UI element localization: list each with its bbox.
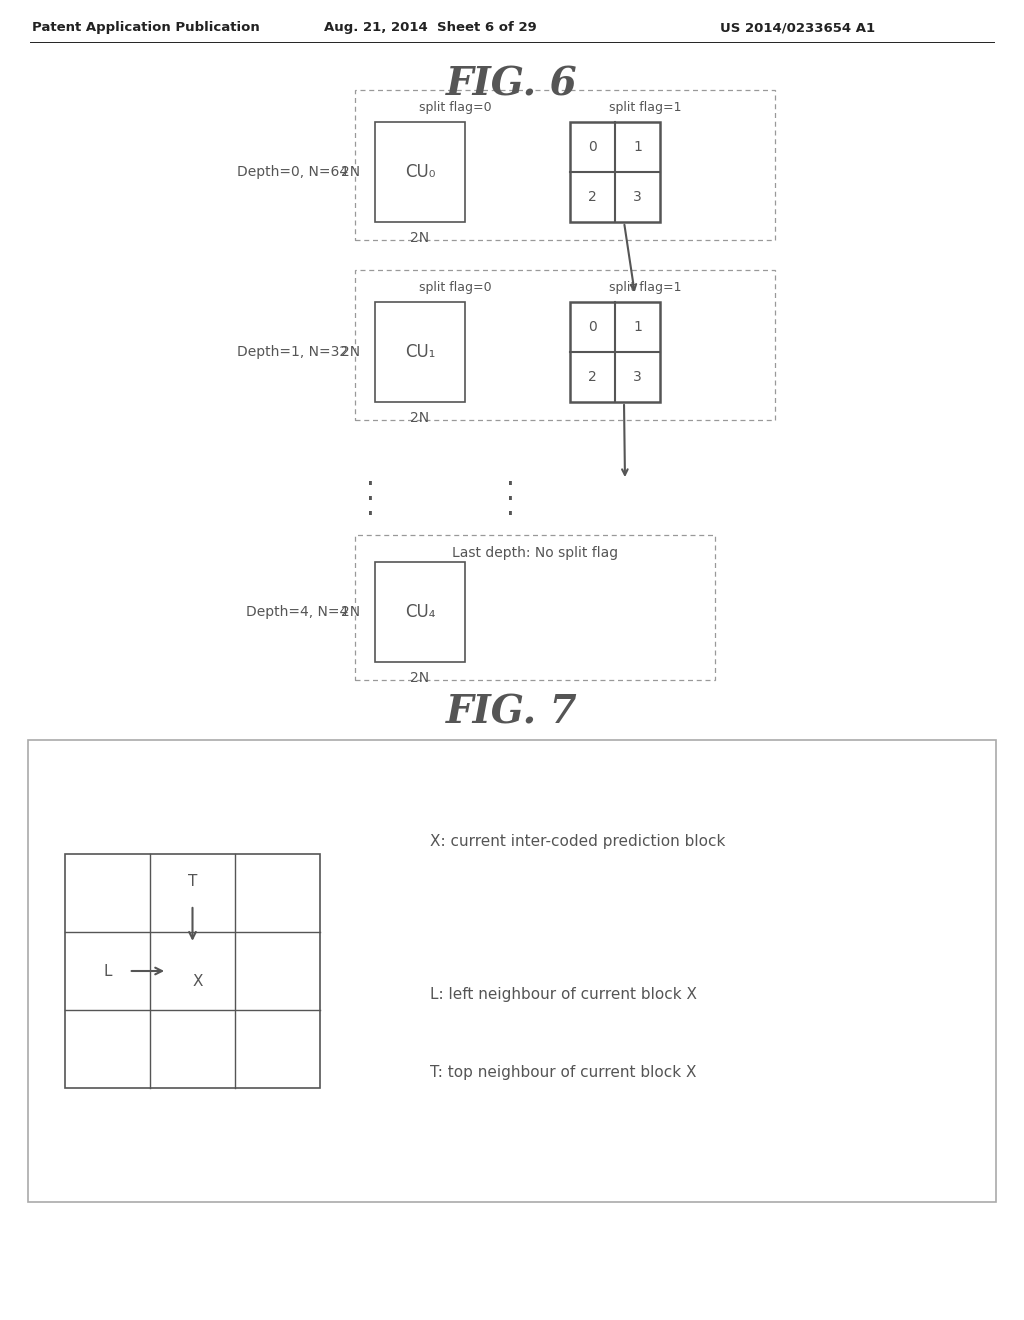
Bar	[570, 302, 660, 403]
Bar	[570, 121, 660, 222]
Text: L: left neighbour of current block X: L: left neighbour of current block X	[430, 986, 697, 1002]
Text: Depth=0, N=64: Depth=0, N=64	[237, 165, 348, 180]
Text: FIG. 7: FIG. 7	[446, 693, 578, 731]
Text: split flag=0: split flag=0	[419, 281, 492, 294]
Bar	[65, 854, 319, 1088]
Text: 2N: 2N	[411, 231, 429, 246]
Text: 0: 0	[588, 319, 597, 334]
Text: 2: 2	[588, 370, 597, 384]
Text: 3: 3	[633, 370, 642, 384]
Text: ·: ·	[366, 471, 375, 499]
Text: 1: 1	[633, 140, 642, 154]
Text: ·: ·	[506, 486, 514, 513]
Text: 0: 0	[588, 140, 597, 154]
Text: CU₁: CU₁	[404, 343, 435, 360]
Text: 2N: 2N	[411, 671, 429, 685]
Bar	[375, 562, 465, 663]
Bar	[375, 121, 465, 222]
Text: T: top neighbour of current block X: T: top neighbour of current block X	[430, 1065, 696, 1080]
Text: CU₀: CU₀	[404, 162, 435, 181]
Text: 2N: 2N	[411, 411, 429, 425]
Text: 2N: 2N	[341, 605, 360, 619]
Text: 1: 1	[633, 319, 642, 334]
Text: ·: ·	[506, 471, 514, 499]
Text: X: current inter-coded prediction block: X: current inter-coded prediction block	[430, 834, 725, 849]
Text: Last depth: No split flag: Last depth: No split flag	[452, 546, 618, 560]
Text: split flag=0: split flag=0	[419, 102, 492, 115]
Text: T: T	[187, 874, 198, 888]
Text: split flag=1: split flag=1	[608, 281, 681, 294]
Text: L: L	[103, 964, 112, 978]
Text: ·: ·	[366, 502, 375, 529]
Bar	[355, 535, 715, 680]
Text: FIG. 6: FIG. 6	[446, 66, 578, 104]
Text: ·: ·	[506, 502, 514, 529]
Bar	[355, 271, 775, 420]
Text: Depth=4, N=4: Depth=4, N=4	[246, 605, 348, 619]
Text: CU₄: CU₄	[404, 603, 435, 620]
Text: 2N: 2N	[341, 345, 360, 359]
Bar	[375, 302, 465, 403]
Bar	[355, 90, 775, 240]
Text: ·: ·	[366, 486, 375, 513]
Text: split flag=1: split flag=1	[608, 102, 681, 115]
Text: 2: 2	[588, 190, 597, 205]
Text: Aug. 21, 2014  Sheet 6 of 29: Aug. 21, 2014 Sheet 6 of 29	[324, 21, 537, 34]
Text: X: X	[193, 974, 203, 989]
Text: Depth=1, N=32: Depth=1, N=32	[237, 345, 348, 359]
Text: Patent Application Publication: Patent Application Publication	[32, 21, 260, 34]
Text: 2N: 2N	[341, 165, 360, 180]
Text: 3: 3	[633, 190, 642, 205]
Text: US 2014/0233654 A1: US 2014/0233654 A1	[720, 21, 876, 34]
Bar	[28, 741, 996, 1203]
